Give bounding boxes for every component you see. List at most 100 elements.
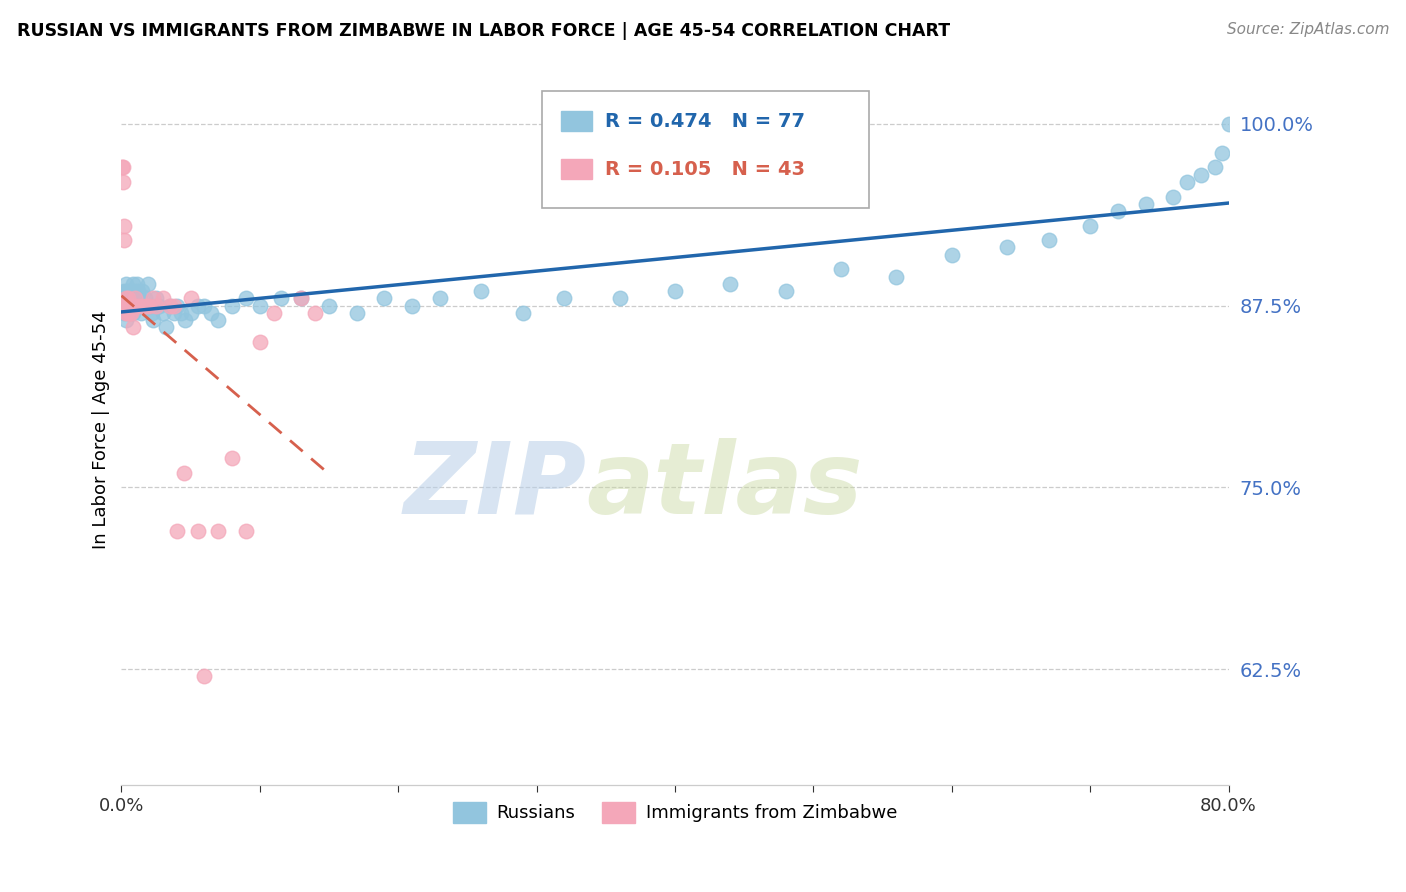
Point (138, 299, 160, 313)
Point (207, 313, 229, 327)
Point (941, 248, 963, 262)
Point (120, 299, 142, 313)
Point (121, 277, 143, 291)
Text: ZIP: ZIP (404, 438, 586, 534)
Legend: Russians, Immigrants from Zimbabwe: Russians, Immigrants from Zimbabwe (446, 795, 904, 830)
Point (1135, 197, 1157, 211)
Point (173, 466, 195, 480)
Point (120, 291, 142, 305)
FancyBboxPatch shape (543, 91, 869, 209)
Point (124, 291, 146, 305)
Point (135, 299, 157, 313)
Point (138, 299, 160, 313)
Point (112, 299, 135, 313)
Text: Source: ZipAtlas.com: Source: ZipAtlas.com (1226, 22, 1389, 37)
Point (609, 291, 631, 305)
Point (200, 306, 222, 320)
Point (121, 306, 143, 320)
Point (111, 161, 134, 175)
Point (152, 291, 174, 305)
Point (995, 240, 1018, 254)
FancyBboxPatch shape (561, 159, 592, 179)
Point (114, 291, 136, 305)
Point (163, 306, 186, 320)
Point (187, 299, 209, 313)
Point (170, 306, 193, 320)
Point (115, 306, 138, 320)
Point (114, 277, 136, 291)
Point (249, 334, 271, 349)
Point (111, 291, 134, 305)
Point (118, 284, 141, 298)
Point (134, 291, 156, 305)
Point (111, 175, 134, 189)
Point (1161, 189, 1184, 203)
Point (180, 291, 202, 305)
Point (193, 299, 215, 313)
Point (1038, 233, 1060, 247)
Point (112, 284, 135, 298)
Point (124, 299, 146, 313)
Point (120, 306, 142, 320)
Point (118, 306, 141, 320)
Text: R = 0.105   N = 43: R = 0.105 N = 43 (605, 160, 806, 178)
FancyBboxPatch shape (561, 112, 592, 131)
Point (122, 299, 145, 313)
Point (249, 299, 271, 313)
Point (152, 306, 174, 320)
Point (401, 299, 423, 313)
Point (125, 277, 148, 291)
Point (1189, 168, 1212, 182)
Point (142, 291, 165, 305)
Point (512, 306, 534, 320)
Point (1204, 161, 1226, 175)
Point (122, 299, 145, 313)
Point (193, 669, 215, 683)
Point (155, 320, 177, 334)
Point (111, 299, 134, 313)
Point (112, 219, 135, 233)
Point (174, 313, 197, 327)
Point (129, 306, 152, 320)
Point (120, 299, 142, 313)
Point (718, 277, 741, 291)
Text: atlas: atlas (586, 438, 863, 534)
Point (117, 291, 139, 305)
Point (115, 284, 138, 298)
Point (263, 306, 285, 320)
Point (187, 524, 209, 538)
Point (114, 306, 136, 320)
Point (775, 284, 797, 298)
Point (128, 291, 150, 305)
Point (142, 313, 165, 327)
Point (111, 299, 134, 313)
Point (112, 233, 135, 247)
Point (470, 284, 492, 298)
Point (111, 299, 134, 313)
Point (124, 291, 146, 305)
Point (1078, 219, 1101, 233)
Point (830, 262, 852, 277)
Text: RUSSIAN VS IMMIGRANTS FROM ZIMBABWE IN LABOR FORCE | AGE 45-54 CORRELATION CHART: RUSSIAN VS IMMIGRANTS FROM ZIMBABWE IN L… (17, 22, 950, 40)
Point (166, 524, 188, 538)
Point (318, 299, 340, 313)
Point (122, 284, 145, 298)
Point (180, 306, 202, 320)
Point (346, 306, 368, 320)
Point (141, 306, 163, 320)
Point (121, 320, 143, 334)
Point (1107, 204, 1129, 219)
Point (127, 299, 149, 313)
Point (148, 299, 170, 313)
Point (221, 451, 243, 466)
Point (111, 161, 134, 175)
Point (132, 299, 155, 313)
Y-axis label: In Labor Force | Age 45-54: In Labor Force | Age 45-54 (93, 310, 110, 549)
Point (664, 284, 686, 298)
Point (429, 291, 451, 305)
Point (235, 524, 257, 538)
Point (270, 291, 292, 305)
Point (136, 277, 159, 291)
Point (131, 299, 153, 313)
Point (373, 291, 395, 305)
